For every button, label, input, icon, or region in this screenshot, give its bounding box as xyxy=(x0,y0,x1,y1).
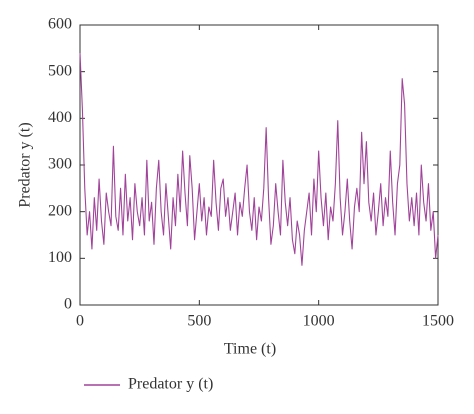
x-tick-label: 500 xyxy=(187,313,211,330)
y-tick-label: 300 xyxy=(48,156,72,173)
x-tick-label: 0 xyxy=(76,313,84,330)
series-line xyxy=(79,52,439,266)
y-tick-label: 400 xyxy=(48,109,72,126)
y-tick-label: 500 xyxy=(48,62,72,79)
y-tick-label: 0 xyxy=(64,296,72,313)
y-tick-label: 600 xyxy=(48,16,72,33)
x-tick-label: 1500 xyxy=(422,313,454,330)
plot-frame xyxy=(79,24,439,306)
x-axis-label: Time (t) xyxy=(224,341,276,358)
y-tick-label: 200 xyxy=(48,202,72,219)
y-tick-label: 100 xyxy=(48,249,72,266)
legend-label: Predator y (t) xyxy=(128,376,213,393)
x-tick-label: 1000 xyxy=(303,313,335,330)
y-axis-label: Predator y (t) xyxy=(17,122,34,207)
